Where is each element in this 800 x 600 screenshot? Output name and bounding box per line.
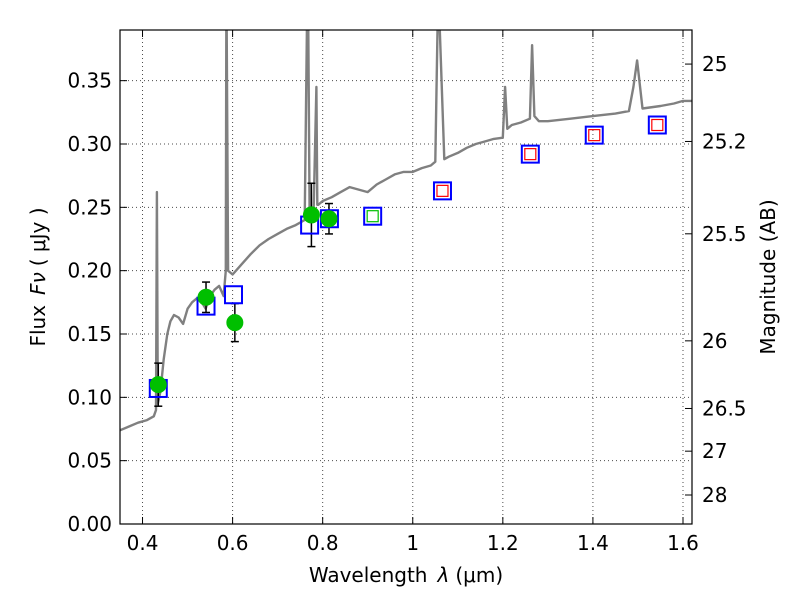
y-tick-label: 0.10: [67, 385, 112, 409]
observed-point: [197, 288, 215, 306]
x-axis-label-symbol: λ: [437, 563, 450, 587]
y-tick-label: 0.20: [67, 259, 112, 283]
x-axis-ticks: 0.4 0.6 0.8 1 1.2 1.4 1.6: [127, 30, 699, 555]
observed-point: [320, 210, 338, 228]
inner-band-marker: [366, 210, 379, 223]
y-tick-label: 0.05: [67, 449, 112, 473]
y2-tick-label: 25.5: [702, 222, 747, 246]
y2-tick-label: 28: [702, 483, 727, 507]
y2-axis-ticks: 25 25.2 25.5 26 26.5 27 28: [685, 52, 747, 507]
y2-tick-label: 26: [702, 329, 727, 353]
y-axis-label-prefix: Flux: [26, 305, 50, 347]
model-band-square: [520, 144, 540, 164]
model-band-square: [363, 206, 383, 226]
model-band-squares: [148, 115, 667, 398]
x-tick-label: 0.6: [217, 531, 249, 555]
x-tick-label: 0.4: [127, 531, 159, 555]
x-tick-label: 0.8: [307, 531, 339, 555]
model-spectrum-line: [120, 30, 692, 432]
inner-band-marker: [436, 184, 449, 197]
inner-band-marker: [524, 148, 537, 161]
y-tick-label: 0.30: [67, 132, 112, 156]
y2-tick-label: 27: [702, 439, 727, 463]
x-axis-label: Wavelength λ (μm): [309, 563, 503, 587]
y2-axis-label: Magnitude (AB): [756, 199, 780, 354]
x-tick-label: 1: [406, 531, 419, 555]
grid-lines: [120, 30, 692, 525]
inner-band-marker: [588, 129, 601, 142]
y-axis-label-symbol: Fν: [26, 272, 50, 295]
x-tick-label: 1.6: [667, 531, 699, 555]
model-band-square: [647, 115, 667, 135]
observed-point: [302, 206, 320, 224]
y-axis-label: Flux Fν ( μJy ): [26, 207, 50, 346]
x-tick-label: 1.4: [577, 531, 609, 555]
y-tick-label: 0.00: [67, 512, 112, 536]
model-band-square: [223, 285, 243, 305]
y2-tick-label: 25: [702, 52, 727, 76]
x-axis-label-prefix: Wavelength: [309, 563, 428, 587]
plot-area: [120, 30, 692, 432]
model-band-square: [584, 125, 604, 145]
observed-points: [149, 206, 338, 394]
plot-frame: [119, 29, 693, 525]
y-tick-label: 0.35: [67, 69, 112, 93]
inner-band-marker: [651, 118, 664, 132]
x-tick-label: 1.2: [487, 531, 519, 555]
y2-tick-label: 26.5: [702, 396, 747, 420]
x-axis-label-unit: (μm): [455, 563, 503, 587]
inner-band-markers: [366, 118, 664, 223]
y-tick-label: 0.15: [67, 322, 112, 346]
observed-point: [149, 376, 167, 394]
y2-tick-label: 25.2: [702, 129, 747, 153]
model-band-square: [432, 181, 452, 201]
observed-point: [226, 314, 244, 332]
y-axis-label-unit: ( μJy ): [26, 207, 50, 266]
y-tick-label: 0.25: [67, 195, 112, 219]
y-axis-ticks: 0.00 0.05 0.10 0.15 0.20 0.25 0.30 0.35: [67, 69, 127, 536]
